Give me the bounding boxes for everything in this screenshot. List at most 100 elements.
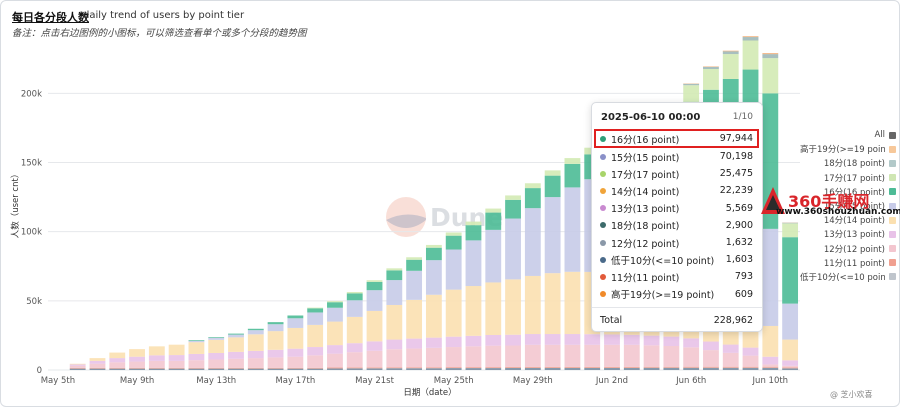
bar-segment[interactable] (683, 83, 700, 86)
bar-segment[interactable] (366, 310, 383, 342)
bar-segment[interactable] (247, 350, 264, 359)
bar-segment[interactable] (564, 271, 581, 335)
bar-segment[interactable] (208, 337, 225, 338)
bar-segment[interactable] (425, 244, 442, 248)
bar-segment[interactable] (485, 229, 502, 283)
bar-segment[interactable] (544, 197, 561, 274)
bar-segment[interactable] (129, 368, 145, 370)
bar-segment[interactable] (722, 352, 739, 367)
bar-segment[interactable] (604, 366, 620, 368)
bar-segment[interactable] (663, 336, 680, 346)
legend-item[interactable]: 18分(18 point) (800, 156, 896, 170)
bar-segment[interactable] (524, 183, 541, 189)
bar-segment[interactable] (247, 330, 264, 335)
bar-segment[interactable] (346, 291, 363, 294)
legend-item[interactable]: 15分(15 point) (800, 199, 896, 213)
bar-segment[interactable] (683, 347, 700, 367)
bar-segment[interactable] (762, 356, 779, 365)
bar-segment[interactable] (148, 346, 165, 356)
bar-segment[interactable] (89, 367, 106, 369)
bar-segment[interactable] (346, 367, 363, 369)
bar-segment[interactable] (703, 350, 719, 367)
bar-segment[interactable] (703, 66, 719, 70)
bar-segment[interactable] (228, 334, 244, 338)
bar-segment[interactable] (505, 279, 521, 335)
bar-segment[interactable] (425, 367, 442, 369)
bar-segment[interactable] (228, 368, 244, 370)
bar-segment[interactable] (247, 368, 264, 370)
bar-segment[interactable] (307, 355, 324, 368)
bar-segment[interactable] (742, 366, 759, 368)
bar-segment[interactable] (485, 335, 502, 346)
bar-segment[interactable] (524, 344, 541, 367)
bar-segment[interactable] (623, 334, 640, 345)
bar-segment[interactable] (683, 338, 700, 348)
bar-segment[interactable] (267, 349, 284, 358)
bar-segment[interactable] (544, 344, 561, 367)
bar-segment[interactable] (208, 368, 225, 370)
bar-segment[interactable] (168, 344, 185, 356)
bar-segment[interactable] (188, 340, 205, 343)
bar-segment[interactable] (346, 343, 363, 353)
bar-segment[interactable] (89, 360, 106, 364)
bar-segment[interactable] (327, 302, 343, 308)
bar-segment[interactable] (406, 299, 423, 339)
bar-segment[interactable] (228, 358, 244, 368)
bar-segment[interactable] (386, 280, 403, 305)
bar-segment[interactable] (267, 368, 284, 370)
bar-segment[interactable] (465, 286, 482, 336)
bar-segment[interactable] (564, 163, 581, 188)
bar-segment[interactable] (129, 349, 145, 357)
bar-segment[interactable] (69, 368, 86, 370)
bar-segment[interactable] (604, 344, 620, 367)
bar-segment[interactable] (703, 367, 719, 370)
bar-segment[interactable] (663, 367, 680, 370)
bar-segment[interactable] (544, 273, 561, 335)
bar-segment[interactable] (782, 237, 799, 304)
bar-segment[interactable] (406, 367, 423, 369)
bar-segment[interactable] (722, 344, 739, 353)
bar-segment[interactable] (485, 345, 502, 368)
bar-segment[interactable] (485, 212, 502, 230)
bar-segment[interactable] (505, 218, 521, 280)
bar-segment[interactable] (762, 325, 779, 357)
bar-segment[interactable] (663, 345, 680, 367)
bar-segment[interactable] (485, 367, 502, 369)
bar-segment[interactable] (406, 257, 423, 260)
bar-segment[interactable] (168, 355, 185, 361)
bar-segment[interactable] (366, 280, 383, 282)
bar-segment[interactable] (327, 301, 343, 303)
bar-segment[interactable] (485, 282, 502, 336)
bar-segment[interactable] (208, 337, 225, 340)
bar-segment[interactable] (366, 281, 383, 291)
bar-segment[interactable] (742, 36, 759, 38)
bar-segment[interactable] (465, 368, 482, 370)
bar-segment[interactable] (445, 367, 462, 369)
bar-segment[interactable] (524, 275, 541, 335)
bar-segment[interactable] (762, 228, 779, 326)
bar-segment[interactable] (406, 270, 423, 300)
bar-segment[interactable] (425, 337, 442, 348)
legend-item[interactable]: 14分(14 point) (800, 213, 896, 227)
bar-segment[interactable] (524, 188, 541, 209)
bar-segment[interactable] (287, 368, 304, 370)
bar-segment[interactable] (782, 367, 799, 369)
bar-segment[interactable] (762, 364, 779, 367)
bar-segment[interactable] (346, 368, 363, 370)
tooltip-page[interactable]: 1/10 (732, 112, 753, 122)
bar-segment[interactable] (267, 357, 284, 368)
bar-segment[interactable] (643, 366, 660, 368)
bar-segment[interactable] (168, 368, 185, 370)
bar-segment[interactable] (208, 359, 225, 368)
bar-segment[interactable] (683, 366, 700, 368)
bar-segment[interactable] (247, 358, 264, 368)
bar-segment[interactable] (327, 353, 343, 368)
bar-segment[interactable] (584, 344, 601, 367)
bar-segment[interactable] (465, 346, 482, 368)
bar-segment[interactable] (604, 367, 620, 370)
bar-segment[interactable] (485, 368, 502, 370)
bar-segment[interactable] (366, 350, 383, 368)
bar-segment[interactable] (247, 367, 264, 369)
bar-segment[interactable] (168, 367, 185, 369)
bar-segment[interactable] (386, 304, 403, 340)
